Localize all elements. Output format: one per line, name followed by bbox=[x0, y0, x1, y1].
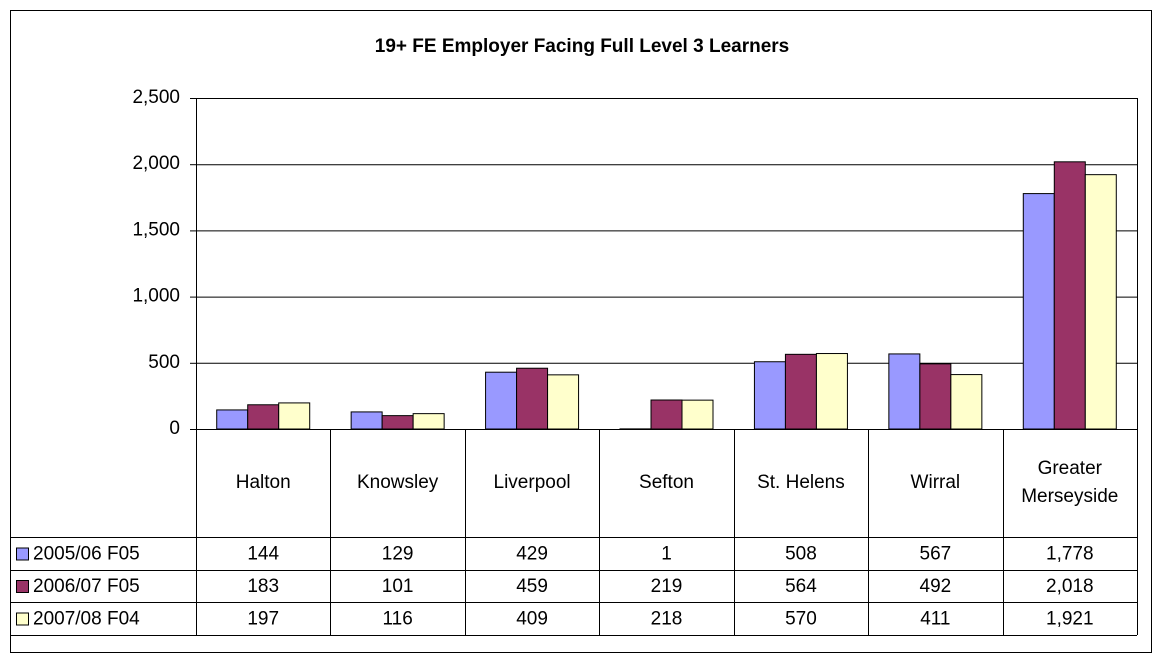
bar bbox=[216, 409, 249, 430]
table-cell: 567 bbox=[920, 544, 952, 565]
bar bbox=[1053, 161, 1086, 430]
bar bbox=[516, 367, 549, 430]
table-cell: 1,921 bbox=[1046, 609, 1094, 630]
y-tick-label: 2,500 bbox=[132, 87, 180, 108]
table-cell: 564 bbox=[785, 576, 817, 597]
legend-swatch bbox=[16, 612, 29, 626]
table-cell: 492 bbox=[920, 576, 952, 597]
bar bbox=[485, 371, 518, 430]
legend-label: 2005/06 F05 bbox=[33, 544, 140, 565]
bar bbox=[350, 411, 383, 430]
legend-swatch bbox=[16, 547, 29, 561]
x-tick-label: Knowsley bbox=[357, 472, 439, 493]
table-cell: 116 bbox=[382, 609, 412, 630]
bar bbox=[784, 353, 817, 430]
table-cell: 1,778 bbox=[1046, 544, 1094, 565]
legend-label: 2007/08 F04 bbox=[33, 609, 140, 630]
bar bbox=[247, 404, 280, 430]
chart-border bbox=[10, 10, 1152, 653]
bar bbox=[888, 353, 921, 430]
bar bbox=[1022, 193, 1055, 430]
bar bbox=[681, 399, 714, 430]
table-cell: 1 bbox=[661, 544, 672, 565]
table-cell: 429 bbox=[516, 544, 548, 565]
table-cell: 508 bbox=[785, 544, 817, 565]
x-tick-label: Wirral bbox=[911, 472, 961, 493]
x-tick-label: Halton bbox=[236, 472, 291, 493]
x-tick-label: St. Helens bbox=[757, 472, 845, 493]
bar bbox=[547, 374, 580, 430]
x-tick-label: Greater Merseyside bbox=[1021, 458, 1118, 507]
bar bbox=[919, 363, 952, 430]
table-cell: 129 bbox=[382, 544, 414, 565]
table-cell: 197 bbox=[247, 609, 279, 630]
legend-swatch bbox=[16, 580, 29, 593]
table-cell: 219 bbox=[651, 576, 683, 597]
bar bbox=[815, 353, 848, 430]
table-cell: 570 bbox=[785, 609, 817, 630]
table-cell: 144 bbox=[247, 544, 279, 565]
table-cell: 218 bbox=[651, 609, 683, 630]
y-tick-label: 500 bbox=[148, 352, 180, 373]
y-tick-label: 2,000 bbox=[132, 153, 180, 174]
table-cell: 101 bbox=[382, 576, 414, 597]
table-cell: 409 bbox=[516, 609, 548, 630]
table-cell: 2,018 bbox=[1046, 576, 1094, 597]
x-tick-label-line: Merseyside bbox=[1021, 486, 1118, 507]
y-tick-label: 0 bbox=[169, 418, 180, 439]
table-cell: 459 bbox=[516, 576, 548, 597]
table-cell: 411 bbox=[920, 609, 950, 630]
x-tick-label: Liverpool bbox=[494, 472, 571, 493]
bar bbox=[650, 399, 683, 430]
bar bbox=[278, 402, 311, 430]
bar bbox=[1084, 174, 1117, 430]
bar bbox=[412, 413, 445, 430]
legend-label: 2006/07 F05 bbox=[33, 576, 140, 597]
table-cell: 183 bbox=[247, 576, 279, 597]
x-tick-label: Sefton bbox=[639, 472, 694, 493]
x-tick-label-line: Greater bbox=[1038, 458, 1103, 479]
bar bbox=[753, 361, 786, 430]
chart-title: 19+ FE Employer Facing Full Level 3 Lear… bbox=[375, 36, 789, 57]
bar bbox=[381, 415, 414, 430]
y-tick-label: 1,000 bbox=[132, 286, 180, 307]
y-tick-label: 1,500 bbox=[132, 219, 180, 240]
bar bbox=[950, 374, 983, 430]
